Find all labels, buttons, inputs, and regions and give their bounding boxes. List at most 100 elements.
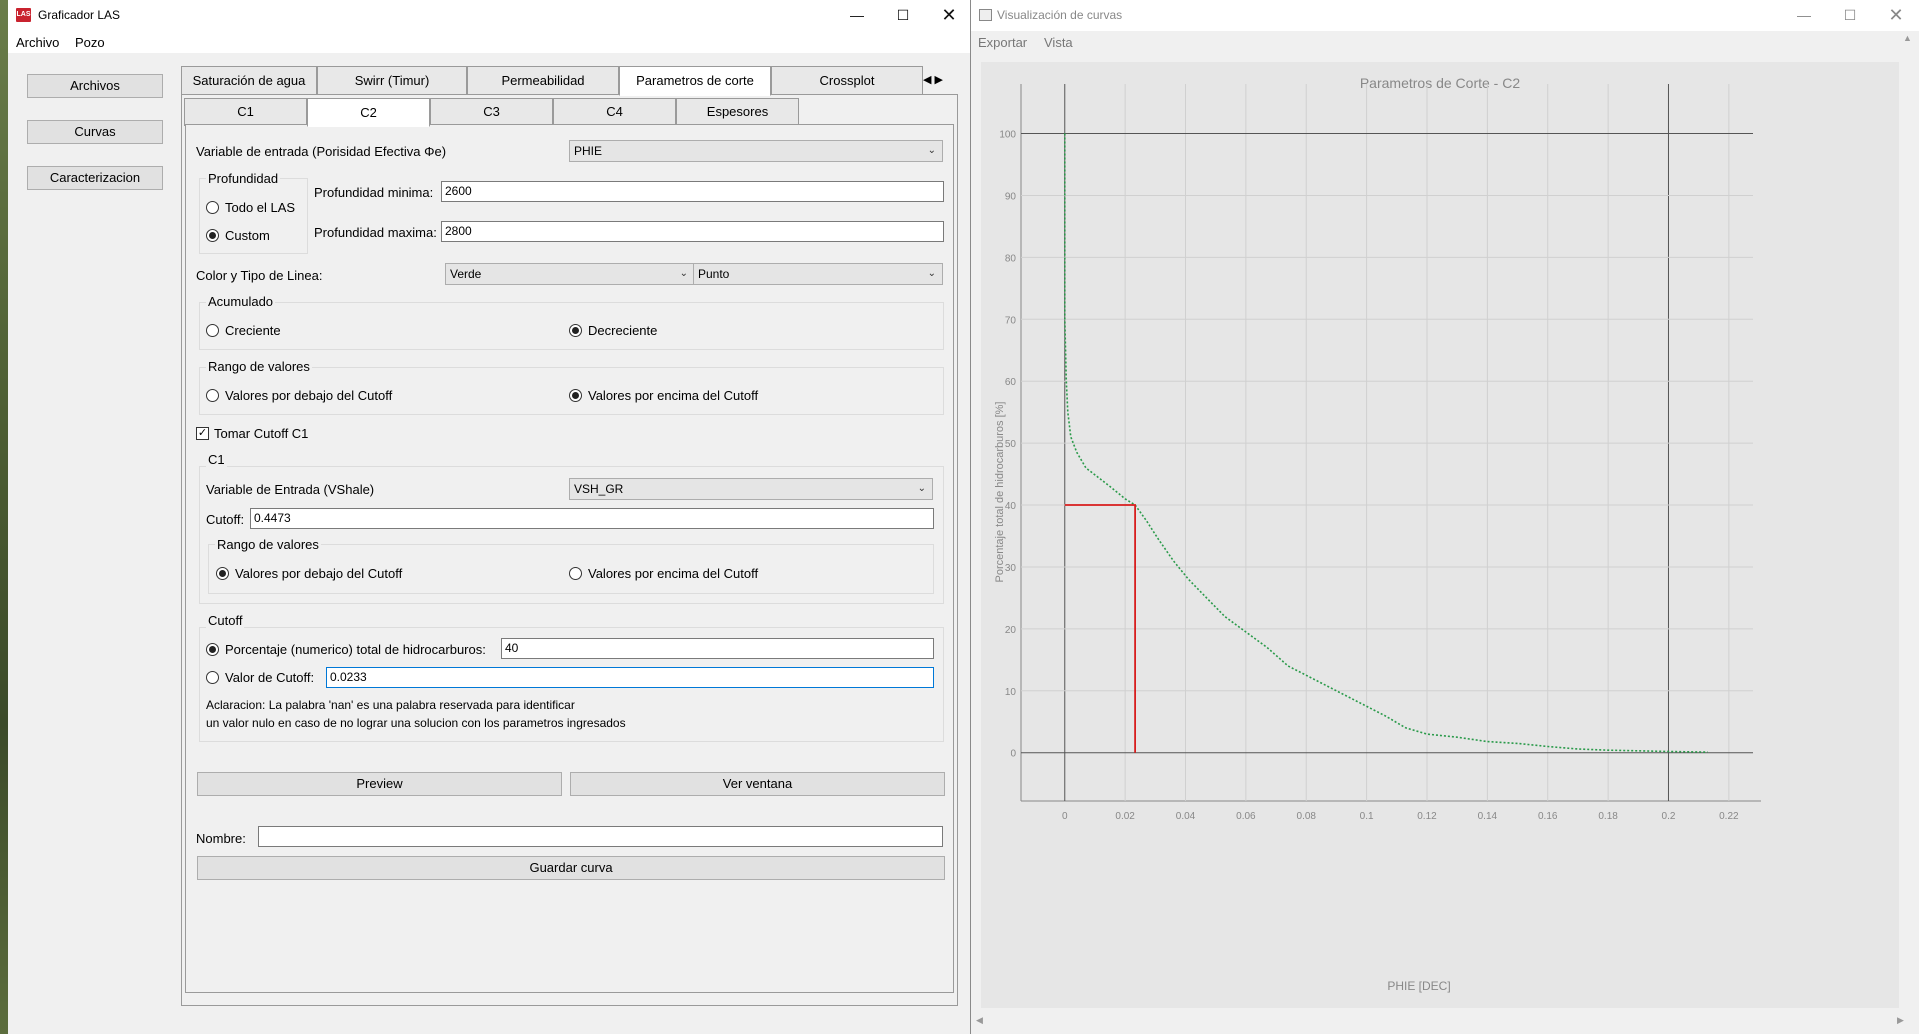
menu-exportar[interactable]: Exportar: [978, 35, 1028, 50]
custom-radio[interactable]: [206, 229, 219, 242]
viz-maximize-button[interactable]: ☐: [1843, 7, 1857, 23]
ver-ventana-button[interactable]: Ver ventana: [570, 772, 945, 796]
todo-el-las-radio[interactable]: [206, 201, 219, 214]
close-button[interactable]: ✕: [941, 5, 957, 25]
vshale-select-value: VSH_GR: [574, 482, 624, 496]
y-tick-label: 100: [999, 130, 1016, 141]
menu-pozo[interactable]: Pozo: [75, 35, 105, 50]
x-tick-label: 0.06: [1236, 811, 1256, 822]
x-tick-label: 0.14: [1478, 811, 1498, 822]
tab-scroll-arrows[interactable]: ◀ ▶: [923, 66, 947, 94]
tomar-cutoff-checkbox[interactable]: ✓: [196, 427, 209, 440]
c1-encima-label: Valores por encima del Cutoff: [588, 566, 759, 581]
caracterizacion-button[interactable]: Caracterizacion: [27, 166, 163, 190]
line-type-select-value: Punto: [698, 267, 730, 281]
preview-button[interactable]: Preview: [197, 772, 562, 796]
acumulado-group: [199, 302, 944, 350]
porcentaje-input[interactable]: 40: [501, 638, 934, 659]
nombre-label: Nombre:: [196, 831, 246, 846]
c1-cutoff-input[interactable]: 0.4473: [250, 508, 934, 529]
prof-min-input[interactable]: 2600: [441, 181, 944, 202]
variable-select[interactable]: PHIE ⌄: [569, 140, 943, 162]
color-label: Color y Tipo de Linea:: [196, 268, 323, 283]
curvas-button[interactable]: Curvas: [27, 120, 163, 144]
rango-debajo-label: Valores por debajo del Cutoff: [225, 388, 393, 403]
viz-minimize-button[interactable]: —: [1797, 7, 1811, 23]
creciente-radio[interactable]: [206, 324, 219, 337]
y-tick-label: 70: [1005, 315, 1017, 326]
tab-right-arrow-icon[interactable]: ▶: [934, 74, 943, 86]
viz-window-title: Visualización de curvas: [997, 8, 1123, 22]
tab-saturacion[interactable]: Saturación de agua: [181, 66, 317, 95]
y-tick-label: 90: [1005, 191, 1017, 202]
c1-group: [199, 466, 944, 604]
viz-menu-bar: Exportar Vista: [971, 31, 1919, 53]
cumulative-curve-series: [1064, 133, 1708, 753]
menu-vista[interactable]: Vista: [1044, 35, 1073, 50]
tab-parametros-de-corte[interactable]: Parametros de corte: [619, 66, 771, 96]
c1-debajo-label: Valores por debajo del Cutoff: [235, 566, 403, 581]
y-tick-label: 20: [1005, 625, 1017, 636]
archivos-button[interactable]: Archivos: [27, 74, 163, 98]
nombre-input[interactable]: [258, 826, 943, 847]
subtab-espesores[interactable]: Espesores: [676, 98, 799, 126]
x-tick-label: 0.16: [1538, 811, 1558, 822]
rango-title: Rango de valores: [206, 359, 312, 374]
chevron-down-icon: ⌄: [679, 268, 688, 279]
tab-left-arrow-icon[interactable]: ◀: [923, 74, 932, 86]
chevron-down-icon: ⌄: [927, 268, 936, 279]
valor-cutoff-radio[interactable]: [206, 671, 219, 684]
x-tick-label: 0.08: [1297, 811, 1317, 822]
creciente-label: Creciente: [225, 323, 281, 338]
tab-swirr[interactable]: Swirr (Timur): [317, 66, 467, 95]
scroll-right-icon[interactable]: ▶: [1897, 1015, 1904, 1025]
chevron-down-icon: ⌄: [917, 483, 926, 494]
rango-debajo-radio[interactable]: [206, 389, 219, 402]
variable-select-value: PHIE: [574, 144, 603, 158]
subtab-c4[interactable]: C4: [553, 98, 676, 126]
x-axis-label: PHIE [DEC]: [1387, 979, 1450, 993]
y-tick-label: 30: [1005, 563, 1017, 574]
acumulado-title: Acumulado: [206, 294, 276, 309]
horizontal-scrollbar[interactable]: ◀ ▶: [971, 1014, 1919, 1030]
cutoff-label: Cutoff:: [206, 512, 245, 527]
minimize-button[interactable]: —: [850, 7, 864, 23]
scroll-left-icon[interactable]: ◀: [976, 1015, 983, 1025]
color-select-value: Verde: [450, 267, 482, 281]
guardar-curva-button[interactable]: Guardar curva: [197, 856, 945, 880]
menu-archivo[interactable]: Archivo: [16, 35, 60, 50]
valor-cutoff-label: Valor de Cutoff:: [225, 670, 315, 685]
rango-encima-label: Valores por encima del Cutoff: [588, 388, 759, 403]
valor-cutoff-input[interactable]: 0.0233: [326, 667, 934, 688]
visualizacion-window: Visualización de curvas — ☐ ✕ Exportar V…: [971, 0, 1919, 1034]
prof-max-input[interactable]: 2800: [441, 221, 944, 242]
y-tick-label: 0: [1010, 749, 1016, 760]
vertical-scrollbar[interactable]: ▲: [1899, 31, 1915, 1021]
viz-close-button[interactable]: ✕: [1888, 5, 1904, 25]
c1-rango-group: [208, 544, 934, 594]
prof-min-label: Profundidad minima:: [314, 185, 434, 200]
y-tick-label: 50: [1005, 439, 1017, 450]
x-tick-label: 0.22: [1719, 811, 1739, 822]
tab-permeabilidad[interactable]: Permeabilidad: [467, 66, 619, 95]
decreciente-radio[interactable]: [569, 324, 582, 337]
subtab-c3[interactable]: C3: [430, 98, 553, 126]
aclaracion-line-1: Aclaracion: La palabra 'nan' es una pala…: [206, 698, 575, 712]
tab-crossplot[interactable]: Crossplot: [771, 66, 923, 95]
rango-encima-radio[interactable]: [569, 389, 582, 402]
c1-encima-radio[interactable]: [569, 567, 582, 580]
scroll-up-icon[interactable]: ▲: [1903, 33, 1912, 43]
subtab-c2[interactable]: C2: [307, 98, 430, 127]
porcentaje-radio[interactable]: [206, 643, 219, 656]
y-tick-label: 10: [1005, 687, 1017, 698]
title-bar: LAS Graficador LAS — ☐ ✕: [8, 0, 970, 31]
subtab-c1[interactable]: C1: [184, 98, 307, 126]
x-tick-label: 0.02: [1115, 811, 1135, 822]
color-select[interactable]: Verde ⌄: [445, 263, 695, 285]
line-type-select[interactable]: Punto ⌄: [693, 263, 943, 285]
chart-area: Parametros de Corte - C2 PHIE [DEC] Porc…: [981, 62, 1899, 1008]
c1-debajo-radio[interactable]: [216, 567, 229, 580]
maximize-button[interactable]: ☐: [896, 7, 910, 23]
porcentaje-label: Porcentaje (numerico) total de hidrocarb…: [225, 642, 486, 657]
vshale-select[interactable]: VSH_GR ⌄: [569, 478, 933, 500]
